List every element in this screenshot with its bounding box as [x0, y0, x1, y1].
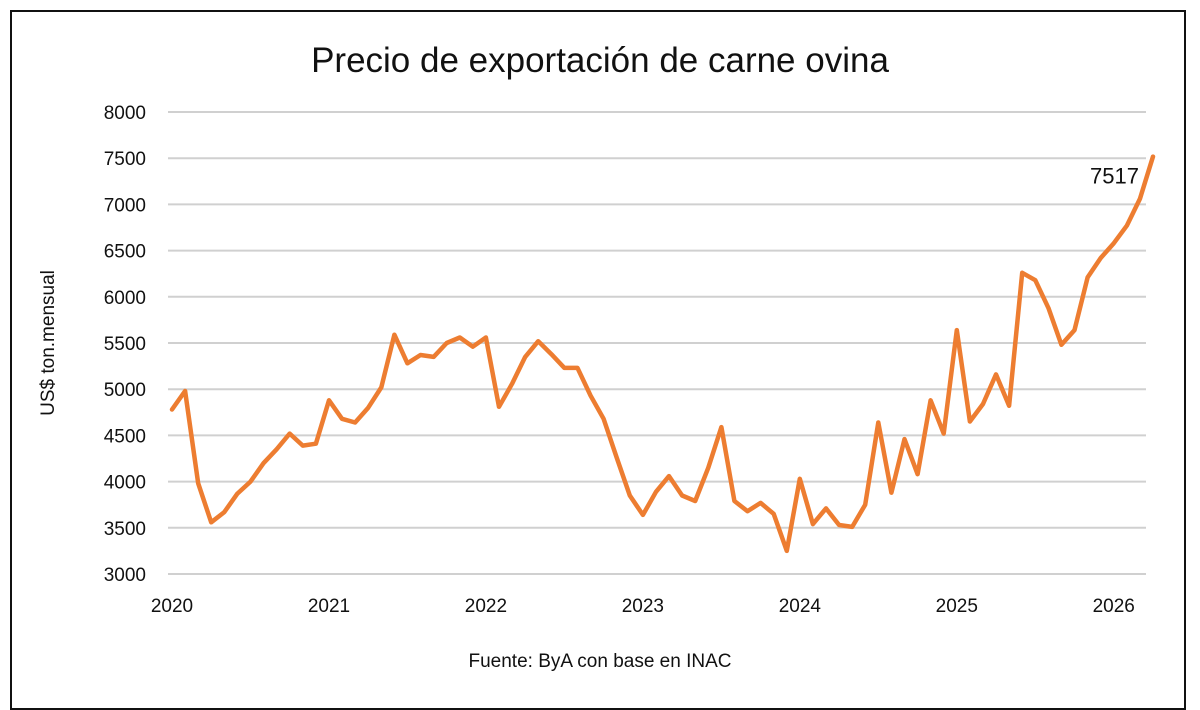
y-axis-label: US$ ton.mensual — [38, 270, 59, 416]
y-tick-label: 5500 — [104, 334, 146, 355]
y-tick-label: 7000 — [104, 195, 146, 216]
x-tick-label: 2023 — [622, 596, 664, 617]
source-note: Fuente: ByA con base en INAC — [469, 651, 732, 672]
y-tick-label: 6000 — [104, 288, 146, 309]
y-tick-label: 8000 — [104, 103, 146, 124]
x-tick-label: 2025 — [936, 596, 978, 617]
y-tick-label: 4500 — [104, 426, 146, 447]
y-tick-label: 7500 — [104, 149, 146, 170]
y-tick-label: 4000 — [104, 473, 146, 494]
x-tick-label: 2026 — [1093, 596, 1135, 617]
x-tick-label: 2021 — [308, 596, 350, 617]
series-line-precio — [169, 154, 1156, 554]
line-chart: Precio de exportación de carne ovina US$… — [38, 41, 1156, 672]
x-tick-label: 2020 — [151, 596, 193, 617]
chart-title: Precio de exportación de carne ovina — [311, 41, 889, 80]
y-tick-label: 5000 — [104, 380, 146, 401]
last-value-label: 7517 — [1090, 164, 1139, 189]
y-tick-label: 3000 — [104, 565, 146, 586]
y-tick-label: 3500 — [104, 519, 146, 540]
y-tick-label: 6500 — [104, 242, 146, 263]
x-tick-label: 2024 — [779, 596, 822, 617]
x-tick-label: 2022 — [465, 596, 507, 617]
